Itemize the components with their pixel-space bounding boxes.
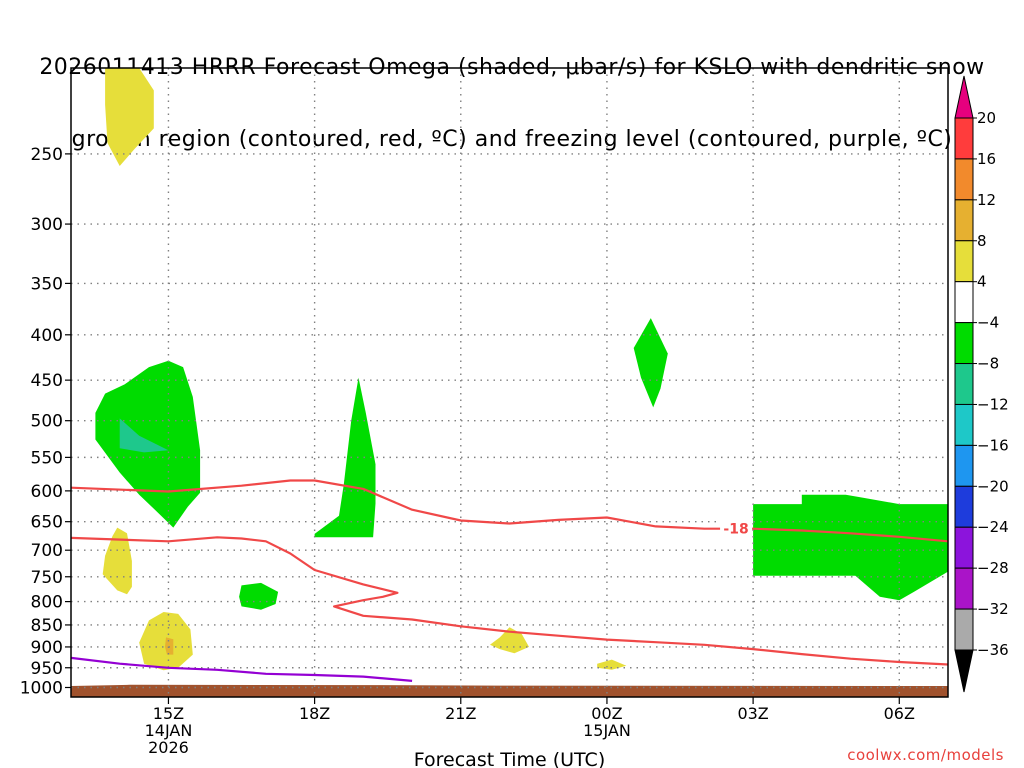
colorbar-label: −24 bbox=[977, 518, 1009, 536]
colorbar-label: −16 bbox=[977, 436, 1009, 454]
omega-region-10 bbox=[490, 627, 529, 654]
x-tick-label: 14JAN bbox=[145, 721, 193, 740]
colorbar-segment bbox=[954, 567, 974, 610]
grid-layer bbox=[71, 68, 948, 697]
dsg-contour-lower bbox=[70, 536, 949, 666]
y-tick-label: 500 bbox=[31, 412, 63, 432]
x-tick-label: 21Z bbox=[445, 704, 476, 723]
colorbar-segment bbox=[954, 608, 974, 651]
colorbar-segment bbox=[954, 485, 974, 528]
x-tick-label: 00Z bbox=[591, 704, 622, 723]
contour-label: -18 bbox=[723, 522, 748, 538]
x-tick-label: 2026 bbox=[148, 738, 189, 757]
terrain-layer bbox=[71, 684, 948, 697]
colorbar-label: −32 bbox=[977, 600, 1009, 618]
y-tick-label: 750 bbox=[31, 568, 63, 588]
contour-label-bg bbox=[720, 520, 753, 536]
x-tick-label: 15JAN bbox=[583, 721, 631, 740]
omega-region-3 bbox=[314, 377, 376, 538]
y-tick-label: 650 bbox=[31, 513, 63, 533]
colorbar-label: −12 bbox=[977, 395, 1009, 413]
colorbar-label: 20 bbox=[977, 109, 996, 127]
colorbar-segment bbox=[954, 444, 974, 487]
omega-region-9 bbox=[165, 637, 174, 655]
x-axis-title: Forecast Time (UTC) bbox=[414, 749, 605, 768]
x-tick-label: 03Z bbox=[737, 704, 768, 723]
omega-shading-layer bbox=[95, 68, 948, 671]
y-tick-label: 1000 bbox=[20, 678, 63, 698]
plot-frame bbox=[70, 67, 949, 698]
y-tick-label: 700 bbox=[31, 541, 63, 561]
y-tick-label: 350 bbox=[31, 274, 63, 294]
freezing-level-contour bbox=[70, 656, 413, 682]
x-tick-label: 06Z bbox=[884, 704, 915, 723]
colorbar-segment bbox=[954, 240, 974, 283]
y-tick-label: 950 bbox=[31, 659, 63, 679]
colorbar: 20 16 12 8 4 −4 −8 −12 −16 −20 −24 −28 −32 −36 bbox=[954, 75, 1009, 693]
dsg-contour-upper bbox=[70, 479, 949, 543]
y-tick-label: 800 bbox=[31, 593, 63, 613]
colorbar-label: 12 bbox=[977, 191, 996, 209]
y-tick-label: 600 bbox=[31, 482, 63, 502]
x-tick-label: 18Z bbox=[299, 704, 330, 723]
colorbar-label: −28 bbox=[977, 559, 1009, 577]
credit-label: coolwx.com/models bbox=[847, 746, 1004, 764]
omega-region-7 bbox=[102, 527, 132, 595]
colorbar-segment bbox=[954, 199, 974, 242]
y-tick-label: 250 bbox=[31, 145, 63, 165]
y-tick-label: 850 bbox=[31, 616, 63, 636]
omega-region-6 bbox=[753, 494, 948, 601]
omega-region-5 bbox=[239, 582, 279, 610]
y-tick-label: 300 bbox=[31, 215, 63, 235]
contour-layer: -18 bbox=[70, 479, 949, 682]
y-tick-label: 400 bbox=[31, 326, 63, 346]
colorbar-segment bbox=[954, 322, 974, 365]
colorbar-label: −36 bbox=[977, 641, 1009, 659]
colorbar-label: −8 bbox=[977, 355, 999, 373]
colorbar-segment bbox=[954, 403, 974, 446]
colorbar-segment bbox=[954, 117, 974, 160]
colorbar-segment bbox=[954, 526, 974, 569]
axes-layer: 2503003504004505005506006507007508008509… bbox=[20, 67, 949, 768]
colorbar-bottom-arrow bbox=[954, 649, 974, 693]
terrain-fill bbox=[71, 684, 948, 697]
chart-title-line-2: growth region (contoured, red, ºC) and f… bbox=[71, 127, 953, 152]
colorbar-segment bbox=[954, 158, 974, 201]
omega-region-4 bbox=[633, 318, 668, 408]
omega-region-0 bbox=[105, 68, 154, 166]
y-tick-label: 900 bbox=[31, 638, 63, 658]
colorbar-label: −20 bbox=[977, 477, 1009, 495]
y-tick-label: 450 bbox=[31, 371, 63, 391]
omega-region-2 bbox=[119, 418, 169, 453]
y-tick-label: 550 bbox=[31, 448, 63, 468]
colorbar-segment bbox=[954, 281, 974, 324]
colorbar-top-arrow bbox=[954, 75, 974, 119]
colorbar-label: 16 bbox=[977, 150, 996, 168]
x-tick-label: 15Z bbox=[153, 704, 184, 723]
colorbar-segment bbox=[954, 363, 974, 405]
colorbar-label: −4 bbox=[977, 314, 999, 332]
colorbar-label: 4 bbox=[977, 273, 987, 291]
colorbar-label: 8 bbox=[977, 232, 987, 250]
